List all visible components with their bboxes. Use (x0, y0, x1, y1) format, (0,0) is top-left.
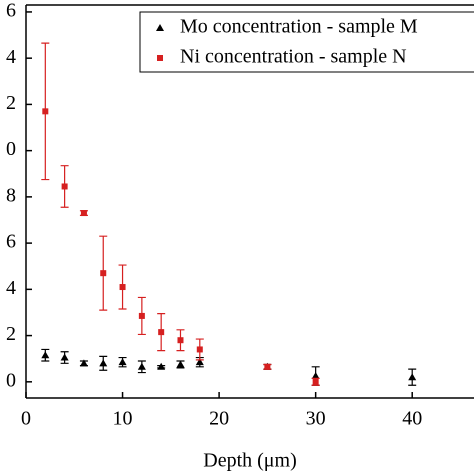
y-tick-label: 0 (6, 369, 16, 391)
y-tick-label: 2 (6, 323, 16, 345)
legend-box (139, 11, 474, 73)
legend-marker (156, 24, 164, 31)
y-tick-label: 6 (6, 231, 16, 253)
data-point (79, 359, 88, 367)
data-point (138, 312, 145, 319)
data-point (118, 358, 127, 366)
data-point (408, 373, 417, 381)
y-tick-label: 8 (6, 184, 16, 206)
data-point (99, 359, 108, 367)
data-point (42, 108, 49, 115)
data-point (80, 210, 87, 217)
y-tick-label: 6 (6, 0, 16, 22)
data-point (157, 362, 166, 370)
x-tick-label: 10 (113, 408, 133, 430)
data-point (61, 183, 68, 190)
x-tick-label: 40 (402, 408, 422, 430)
x-tick-label: 20 (209, 408, 229, 430)
data-point (119, 284, 126, 291)
data-point (137, 362, 146, 370)
data-point (177, 337, 184, 344)
data-point (100, 270, 107, 277)
data-point (60, 353, 69, 361)
legend-label: Ni concentration - sample N (180, 46, 407, 68)
data-point (41, 351, 50, 359)
y-tick-label: 0 (6, 138, 16, 160)
data-point (311, 372, 320, 380)
legend-label: Mo concentration - sample M (180, 16, 418, 38)
data-point (312, 378, 319, 385)
legend-marker (157, 55, 163, 61)
x-tick-label: 30 (306, 408, 326, 430)
data-point (176, 360, 185, 368)
data-point (195, 358, 204, 366)
y-tick-label: 4 (6, 46, 16, 68)
data-point (158, 329, 165, 336)
y-tick-label: 2 (6, 92, 16, 114)
data-point (196, 346, 203, 353)
data-point (264, 363, 271, 370)
x-tick-label: 0 (21, 408, 31, 430)
y-tick-label: 4 (6, 277, 16, 299)
x-axis-label: Depth (μm) (203, 450, 296, 472)
